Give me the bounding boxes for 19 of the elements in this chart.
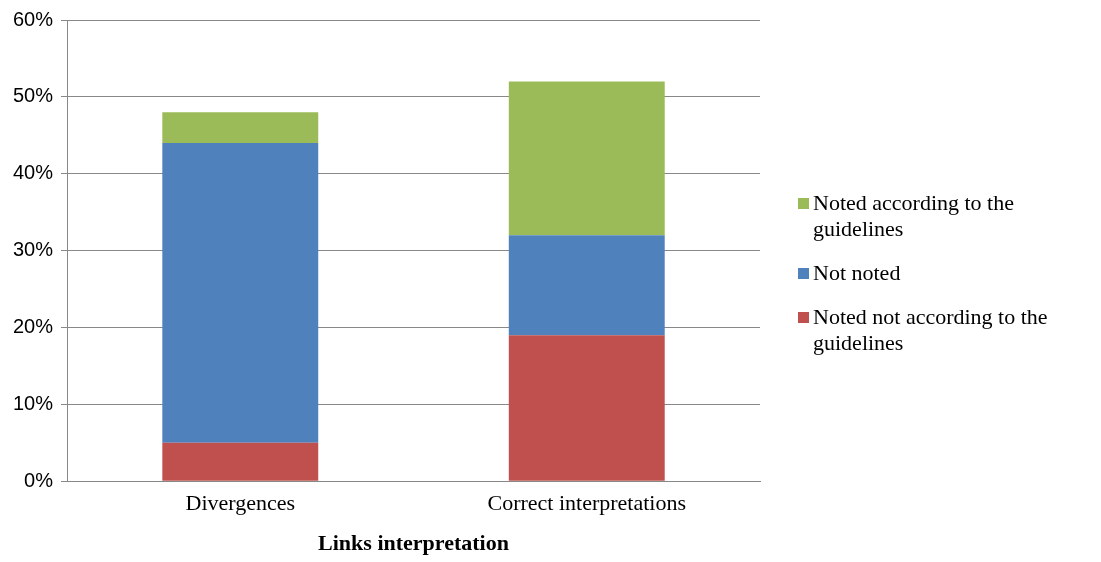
bar (162, 112, 319, 143)
y-tick-label: 0% (24, 468, 54, 491)
legend-label: Not noted (813, 260, 901, 286)
y-tick-label: 30% (13, 238, 54, 261)
x-tick-label: Divergences (185, 490, 296, 516)
bar (508, 235, 665, 336)
bar (508, 81, 665, 236)
x-tick-label: Correct interpretations (487, 490, 687, 516)
legend-label: Noted not according to the guidelines (813, 304, 1049, 356)
y-tick-label: 10% (13, 391, 54, 414)
bar (508, 335, 665, 481)
x-axis-title: Links interpretation (318, 530, 509, 556)
y-tick-label: 50% (13, 84, 54, 107)
y-tick-label: 40% (13, 161, 54, 184)
y-tick-label: 60% (13, 7, 54, 30)
bar (162, 142, 319, 443)
y-tick-label: 20% (13, 314, 54, 337)
legend-label: Noted according to the guidelines (813, 190, 1015, 242)
bar (162, 442, 319, 481)
